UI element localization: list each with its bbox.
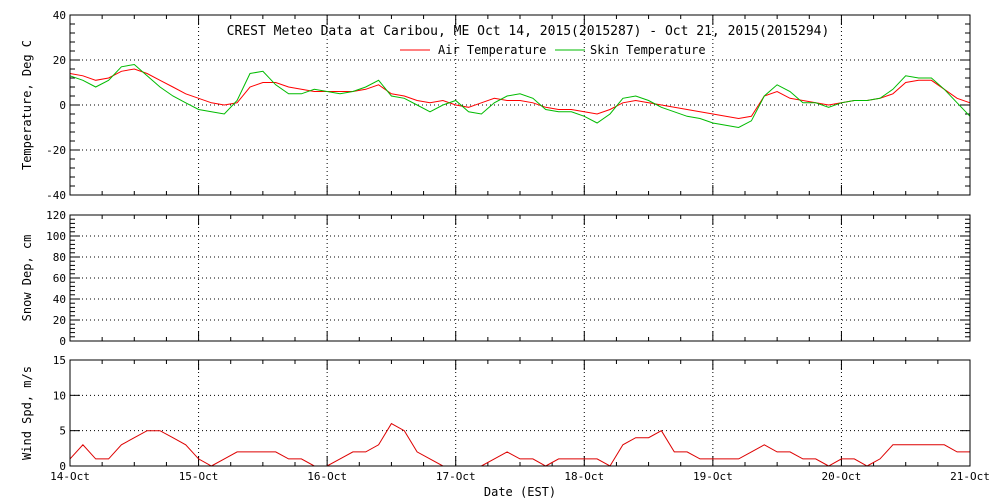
- snow-y-tick-label: 20: [53, 314, 66, 327]
- date-tick-label: 18-Oct: [564, 470, 604, 483]
- wind-y-tick-label: 5: [59, 425, 66, 438]
- snow-y-tick-label: 40: [53, 293, 66, 306]
- date-tick-label: 20-Oct: [822, 470, 862, 483]
- wind-speed-series: [69, 422, 970, 467]
- temp-y-tick-label: -20: [46, 144, 66, 157]
- legend-air-label: Air Temperature: [438, 43, 546, 57]
- date-tick-labels: 14-Oct 15-Oct 16-Oct 17-Oct 18-Oct 19-Oct 20-O…: [50, 470, 990, 483]
- date-tick-label: 14-Oct: [50, 470, 90, 483]
- temp-y-tick-label: 20: [53, 54, 66, 67]
- snow-y-tick-label: 80: [53, 251, 66, 264]
- date-tick-label: 17-Oct: [436, 470, 476, 483]
- date-tick-label: 19-Oct: [693, 470, 733, 483]
- snow-y-tick-label: 120: [46, 209, 66, 222]
- snow-depth-axis-label: Snow Dep, cm: [20, 235, 34, 322]
- legend-skin-label: Skin Temperature: [590, 43, 706, 57]
- wind-speed-frame: [69, 359, 971, 467]
- wind-speed-y-tick-labels: 15 10 5 0: [53, 354, 66, 473]
- temperature-series: [69, 63, 971, 129]
- temperature-frame: [69, 14, 971, 196]
- snow-depth-panel: 120 100 80 60 40 20 0 Snow Dep, cm: [20, 209, 971, 348]
- wind-y-tick-label: 15: [53, 354, 66, 367]
- temperature-panel: 40 20 0 -20 -40 Temperature, Deg C CREST Met…: [20, 9, 971, 202]
- wind-y-tick-label: 10: [53, 389, 66, 402]
- temp-series-line: [69, 63, 971, 129]
- wind-speed-panel: 15 10 5 0 14-Oct 15-Oct 16-Oct 17-Oct 18-Oct 19-…: [20, 354, 990, 499]
- snow-depth-grid: [70, 215, 970, 341]
- date-tick-label: 15-Oct: [179, 470, 219, 483]
- temperature-axis-label: Temperature, Deg C: [20, 40, 34, 170]
- legend: Air Temperature Skin Temperature: [400, 43, 706, 57]
- date-tick-label: 21-Oct: [950, 470, 990, 483]
- temp-y-tick-label: 0: [59, 99, 66, 112]
- snow-y-tick-label: 60: [53, 272, 66, 285]
- wind-speed-axis-label: Wind Spd, m/s: [20, 366, 34, 460]
- chart-title: CREST Meteo Data at Caribou, ME Oct 14, …: [227, 24, 830, 39]
- wind-series-line: [69, 422, 970, 467]
- snow-depth-frame: [69, 214, 971, 342]
- temp-series-line: [69, 68, 971, 120]
- wind-speed-grid: [70, 360, 970, 466]
- temp-y-tick-label: -40: [46, 189, 66, 202]
- snow-y-tick-label: 0: [59, 335, 66, 348]
- wind-y-tick-label: 0: [59, 460, 66, 473]
- date-tick-label: 16-Oct: [307, 470, 347, 483]
- snow-depth-y-tick-labels: 120 100 80 60 40 20 0: [46, 209, 66, 348]
- temperature-y-tick-labels: 40 20 0 -20 -40: [46, 9, 66, 202]
- temp-y-tick-label: 40: [53, 9, 66, 22]
- x-axis-label: Date (EST): [484, 485, 556, 499]
- snow-y-tick-label: 100: [46, 230, 66, 243]
